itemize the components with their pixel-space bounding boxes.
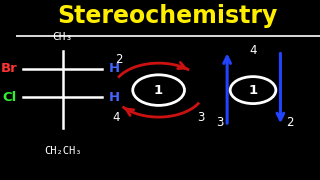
- Text: 1: 1: [154, 84, 163, 97]
- Text: CH₃: CH₃: [52, 31, 73, 42]
- Text: H: H: [108, 62, 119, 75]
- Text: H: H: [108, 91, 119, 104]
- Text: Br: Br: [0, 62, 17, 75]
- Text: Stereochemistry: Stereochemistry: [58, 3, 278, 28]
- Text: CH₂CH₃: CH₂CH₃: [44, 146, 82, 156]
- Text: 4: 4: [249, 44, 257, 57]
- Text: 1: 1: [248, 84, 258, 97]
- Text: 3: 3: [197, 111, 205, 124]
- Text: Cl: Cl: [3, 91, 17, 104]
- Text: 2: 2: [286, 116, 293, 129]
- Text: 4: 4: [112, 111, 120, 124]
- Text: 2: 2: [115, 53, 123, 66]
- Text: 3: 3: [216, 116, 223, 129]
